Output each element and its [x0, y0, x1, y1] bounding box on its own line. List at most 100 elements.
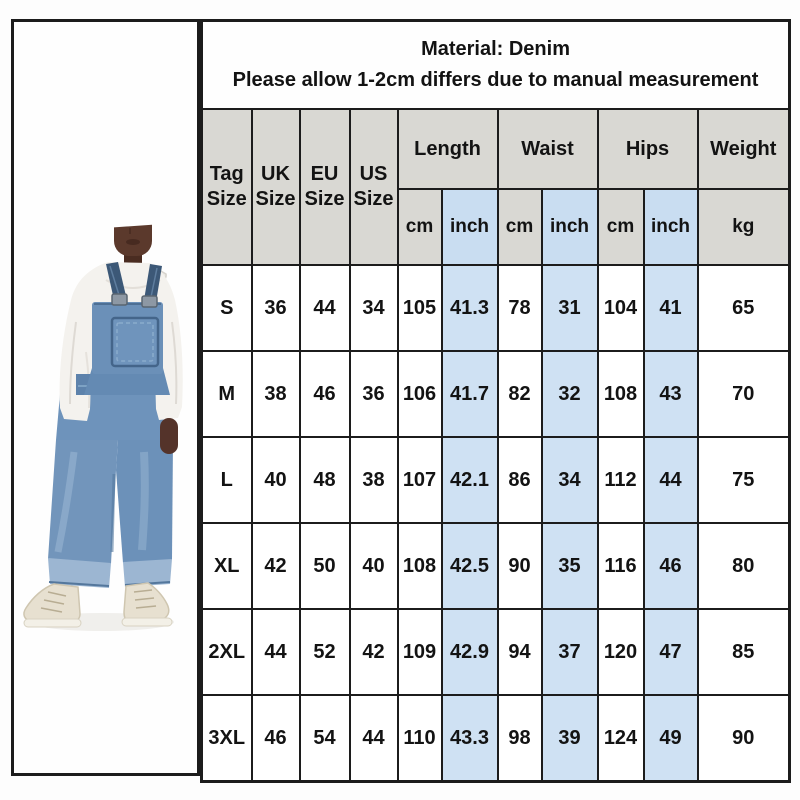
cell-waist-inch: 31	[540, 264, 599, 352]
cell-length-cm: 109	[396, 608, 443, 696]
cell-waist-inch: 39	[540, 694, 599, 783]
cell-eu-size: 50	[298, 522, 351, 610]
col-group-weight: Weight	[696, 108, 791, 190]
cell-length-inch: 41.3	[440, 264, 499, 352]
cell-uk-size: 46	[250, 694, 301, 783]
cell-tag-size: XL	[200, 522, 253, 610]
cell-us-size: 38	[348, 436, 399, 524]
overalls-legs	[48, 394, 173, 588]
size-row-M: M 38 46 36 106 41.7 82 32 108 43 70	[200, 350, 791, 438]
cell-waist-cm: 78	[496, 264, 543, 352]
cell-length-inch: 41.7	[440, 350, 499, 438]
cell-tag-size: 3XL	[200, 694, 253, 783]
cell-hips-inch: 43	[642, 350, 699, 438]
col-header-eu-size: EU Size	[298, 108, 351, 266]
unit-length-cm: cm	[396, 188, 443, 266]
unit-hips-inch: inch	[642, 188, 699, 266]
cell-waist-inch: 35	[540, 522, 599, 610]
cell-waist-inch: 32	[540, 350, 599, 438]
cell-waist-cm: 90	[496, 522, 543, 610]
cell-waist-cm: 94	[496, 608, 543, 696]
size-table-wrap: Material: Denim Please allow 1-2cm diffe…	[200, 19, 792, 783]
unit-waist-inch: inch	[540, 188, 599, 266]
product-photo-panel	[11, 19, 200, 776]
cell-waist-cm: 82	[496, 350, 543, 438]
material-note: Material: Denim Please allow 1-2cm diffe…	[200, 19, 791, 110]
col-header-tag-size: Tag Size	[200, 108, 253, 266]
size-table: Material: Denim Please allow 1-2cm diffe…	[200, 19, 792, 783]
tolerance-line: Please allow 1-2cm differs due to manual…	[232, 69, 759, 91]
cell-hips-inch: 44	[642, 436, 699, 524]
cell-uk-size: 42	[250, 522, 301, 610]
cell-eu-size: 48	[298, 436, 351, 524]
cell-us-size: 36	[348, 350, 399, 438]
cell-length-inch: 42.5	[440, 522, 499, 610]
cell-weight-kg: 90	[696, 694, 791, 783]
cell-eu-size: 52	[298, 608, 351, 696]
cell-weight-kg: 75	[696, 436, 791, 524]
cell-waist-cm: 98	[496, 694, 543, 783]
material-note-row: Material: Denim Please allow 1-2cm diffe…	[200, 19, 791, 110]
col-group-hips: Hips	[596, 108, 699, 190]
strap-buckle-left	[111, 293, 128, 306]
cell-length-inch: 42.9	[440, 608, 499, 696]
material-line: Material: Denim	[421, 38, 570, 60]
cell-eu-size: 54	[298, 694, 351, 783]
col-group-length: Length	[396, 108, 499, 190]
size-row-XL: XL 42 50 40 108 42.5 90 35 116 46 80	[200, 522, 791, 610]
cell-hips-inch: 41	[642, 264, 699, 352]
cell-tag-size: 2XL	[200, 608, 253, 696]
cell-hips-inch: 47	[642, 608, 699, 696]
cell-weight-kg: 80	[696, 522, 791, 610]
cell-hips-cm: 108	[596, 350, 645, 438]
sneakers	[23, 582, 173, 628]
cell-length-cm: 106	[396, 350, 443, 438]
cell-waist-cm: 86	[496, 436, 543, 524]
cell-length-inch: 43.3	[440, 694, 499, 783]
size-row-L: L 40 48 38 107 42.1 86 34 112 44 75	[200, 436, 791, 524]
cell-us-size: 42	[348, 608, 399, 696]
strap-buckle-right	[141, 295, 158, 308]
size-row-3XL: 3XL 46 54 44 110 43.3 98 39 124 49 90	[200, 694, 791, 783]
cell-weight-kg: 70	[696, 350, 791, 438]
size-row-2XL: 2XL 44 52 42 109 42.9 94 37 120 47 85	[200, 608, 791, 696]
cell-hips-cm: 120	[596, 608, 645, 696]
size-rows: S 36 44 34 105 41.3 78 31 104 41 65 M 38 46 36 106 41.7 8…	[200, 264, 791, 783]
cell-hips-cm: 124	[596, 694, 645, 783]
cell-weight-kg: 85	[696, 608, 791, 696]
cell-hips-cm: 104	[596, 264, 645, 352]
model-photo-illustration	[23, 198, 183, 631]
cell-tag-size: S	[200, 264, 253, 352]
cell-tag-size: M	[200, 350, 253, 438]
overalls-bib	[84, 302, 170, 395]
cell-eu-size: 46	[298, 350, 351, 438]
bib-pocket	[110, 316, 160, 368]
size-row-S: S 36 44 34 105 41.3 78 31 104 41 65	[200, 264, 791, 352]
cell-uk-size: 40	[250, 436, 301, 524]
cell-us-size: 44	[348, 694, 399, 783]
unit-waist-cm: cm	[496, 188, 543, 266]
unit-hips-cm: cm	[596, 188, 645, 266]
cell-hips-cm: 116	[596, 522, 645, 610]
cell-waist-inch: 37	[540, 608, 599, 696]
overall-straps	[106, 262, 162, 308]
col-header-us-size: US Size	[348, 108, 399, 266]
unit-weight-kg: kg	[696, 188, 791, 266]
cell-length-cm: 107	[396, 436, 443, 524]
cell-uk-size: 36	[250, 264, 301, 352]
cell-hips-inch: 46	[642, 522, 699, 610]
cell-length-inch: 42.1	[440, 436, 499, 524]
cell-length-cm: 110	[396, 694, 443, 783]
cell-us-size: 34	[348, 264, 399, 352]
cell-hips-inch: 49	[642, 694, 699, 783]
cell-waist-inch: 34	[540, 436, 599, 524]
col-header-uk-size: UK Size	[250, 108, 301, 266]
cell-length-cm: 108	[396, 522, 443, 610]
cell-tag-size: L	[200, 436, 253, 524]
header-row-groups: Tag Size UK Size EU Size US Size Length …	[200, 108, 791, 266]
cell-us-size: 40	[348, 522, 399, 610]
model-head	[105, 198, 161, 270]
header-row-units: cm inch cm inch cm inch kg	[202, 188, 791, 266]
cell-eu-size: 44	[298, 264, 351, 352]
